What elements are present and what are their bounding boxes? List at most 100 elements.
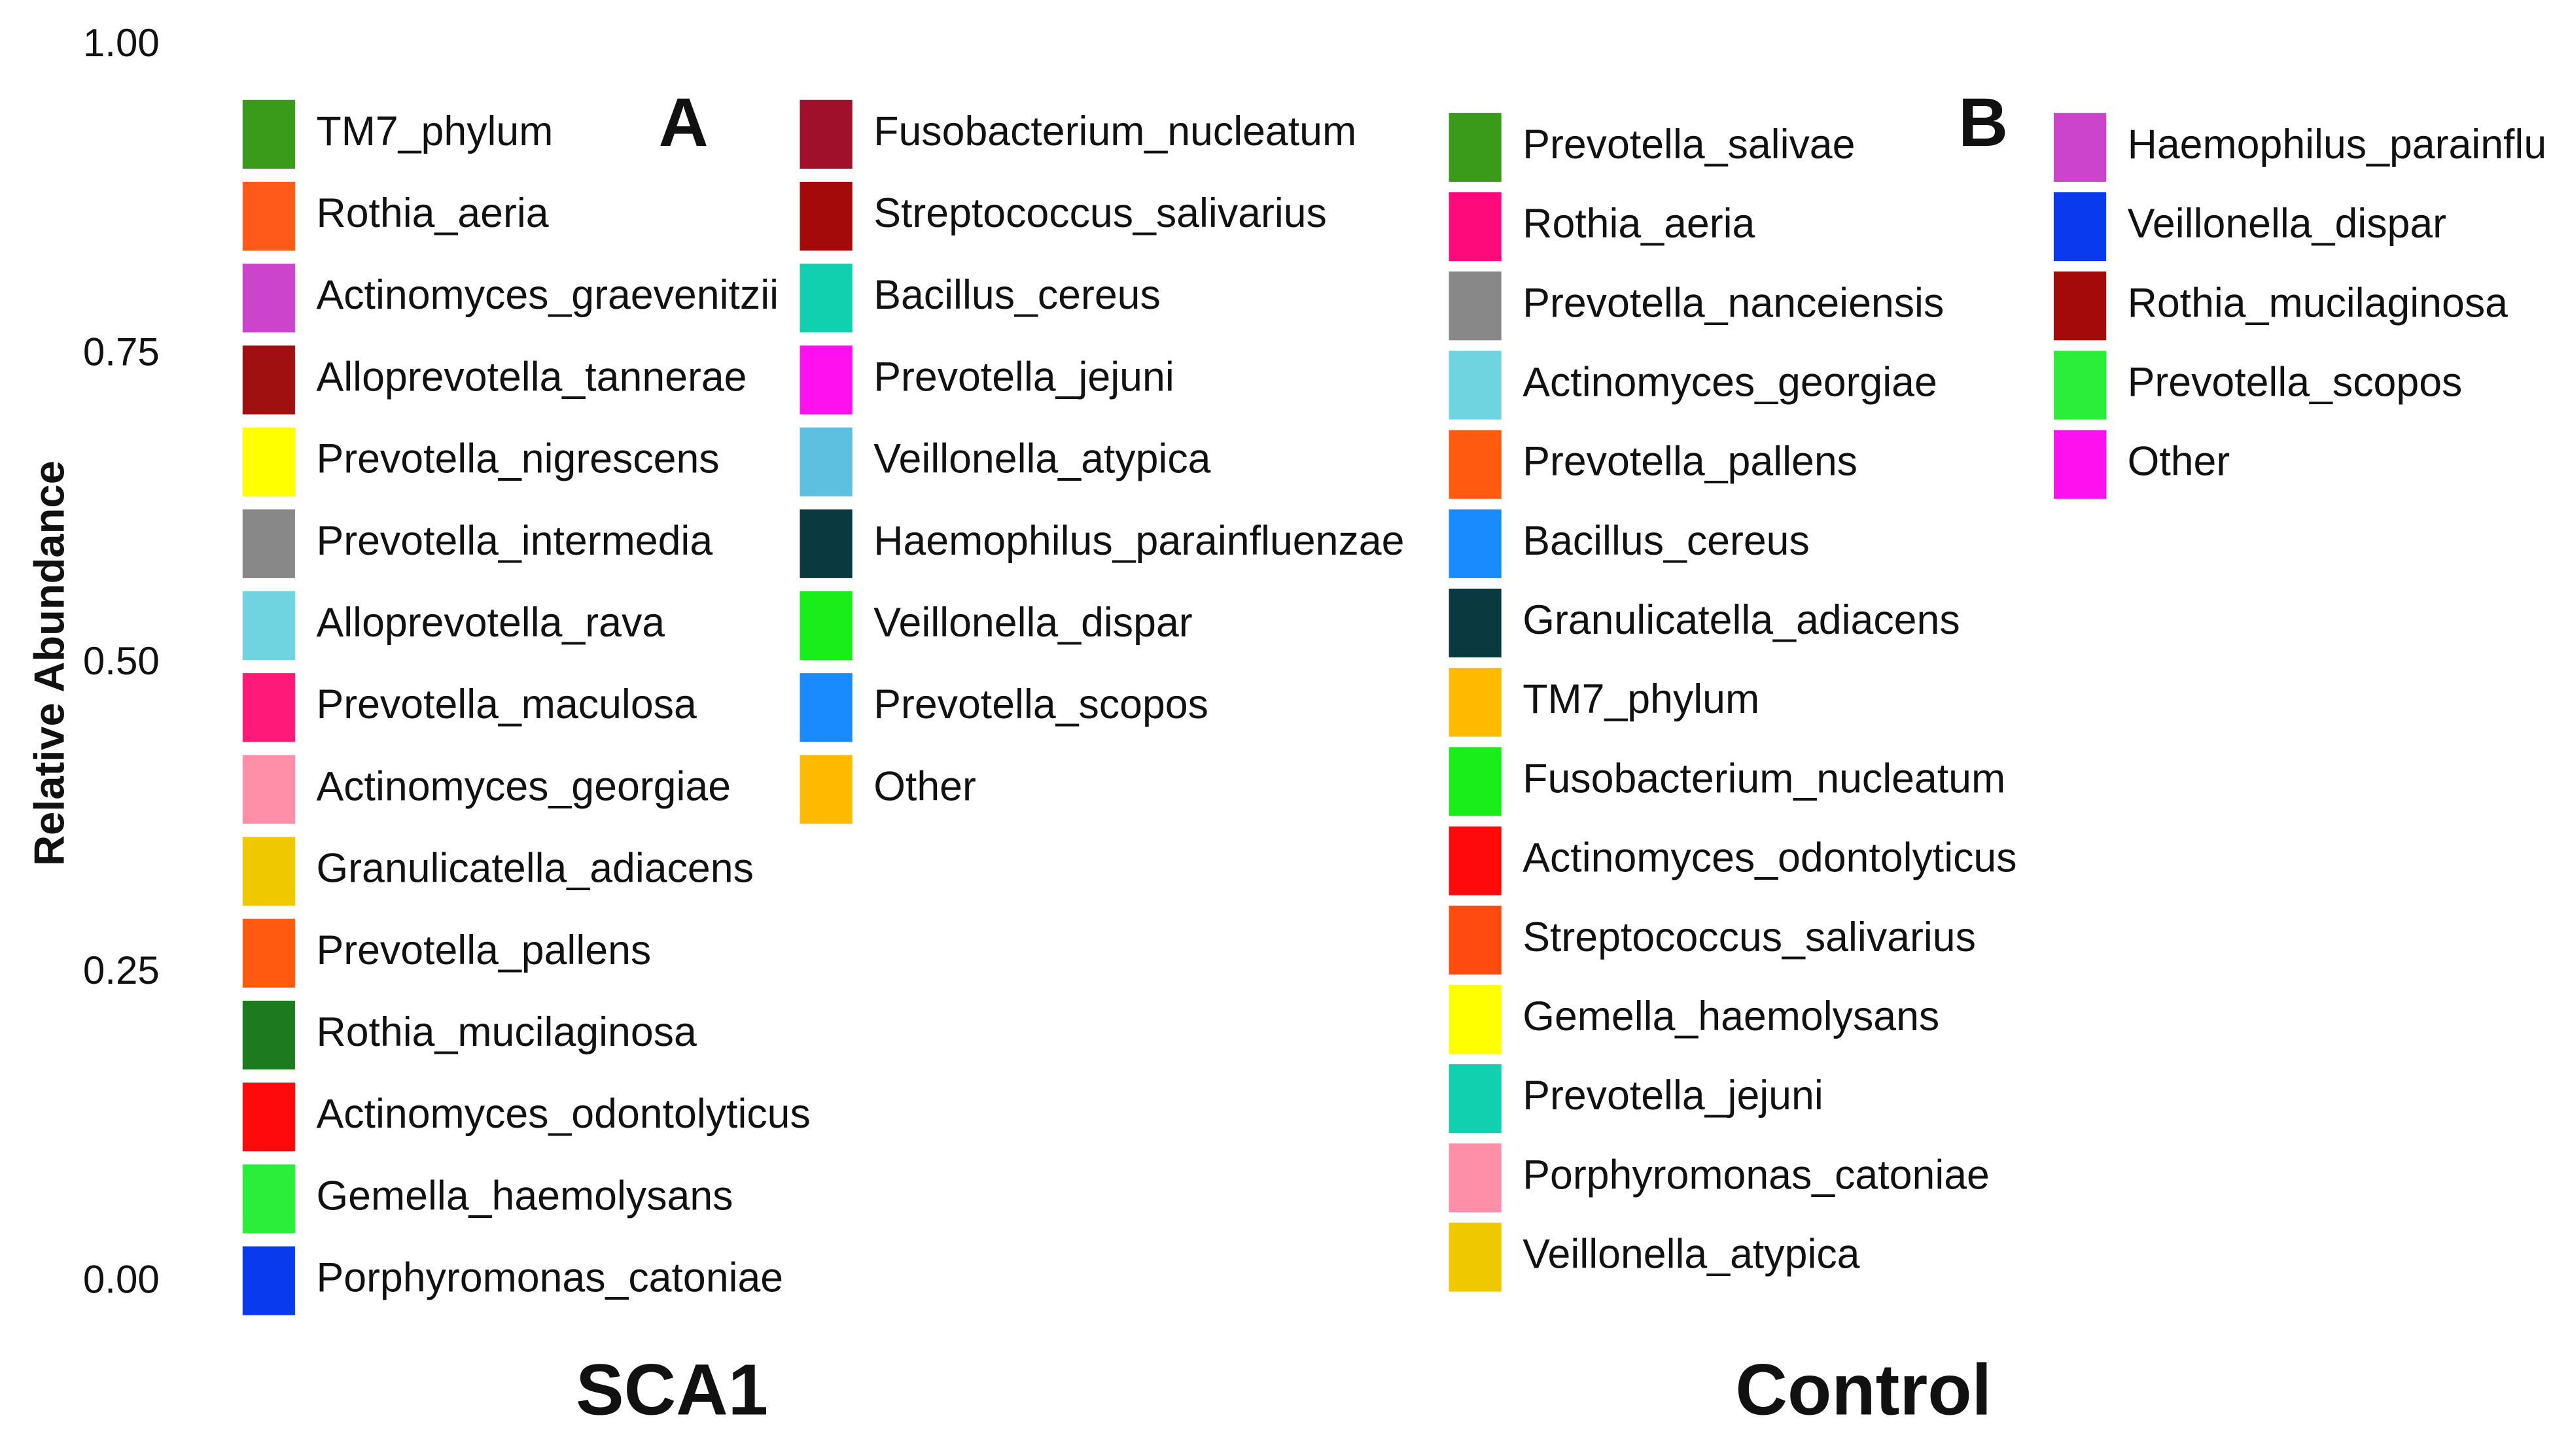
- legend-label: Prevotella_maculosa: [316, 682, 697, 727]
- y-axis-label: Relative Abundance: [25, 460, 73, 866]
- legend-label: Prevotella_jejuni: [1523, 1073, 1823, 1118]
- legend-label: Haemophilus_parainfluenzae: [873, 518, 1404, 564]
- legend-label: Actinomyces_georgiae: [1523, 359, 1937, 405]
- y-tick-label: 1.00: [83, 21, 160, 65]
- legend-swatch: [242, 181, 295, 251]
- legend-swatch: [1449, 826, 1502, 895]
- legend-label: Prevotella_pallens: [1523, 439, 1857, 485]
- legend-label: Gemella_haemolysans: [316, 1173, 733, 1219]
- legend-label: Actinomyces_georgiae: [316, 763, 731, 809]
- legend-swatch: [1449, 1064, 1502, 1134]
- y-tick-label: 0.00: [83, 1257, 160, 1301]
- y-tick-label: 0.75: [83, 330, 160, 374]
- legend-label: Streptococcus_salivarius: [873, 190, 1327, 236]
- legend-label: Prevotella_salivae: [1523, 122, 1855, 167]
- legend-swatch: [242, 1000, 295, 1070]
- legend-swatch: [242, 755, 295, 824]
- legend-swatch: [242, 1246, 295, 1315]
- legend-swatch: [1449, 905, 1502, 975]
- legend-label: Actinomyces_graevenitzii: [316, 272, 779, 318]
- legend-label: Veillonella_dispar: [2128, 201, 2446, 247]
- legend-label: Prevotella_scopos: [873, 682, 1208, 727]
- legend-swatch: [1449, 747, 1502, 816]
- legend-swatch: [2053, 271, 2107, 341]
- legend-swatch: [800, 591, 853, 661]
- legend-label: TM7_phylum: [316, 109, 553, 154]
- legend-label: Streptococcus_salivarius: [1523, 914, 1976, 960]
- legend-swatch: [1449, 271, 1502, 341]
- legend-swatch: [1449, 984, 1502, 1054]
- legend-swatch: [1449, 668, 1502, 737]
- legend-label: Gemella_haemolysans: [1523, 994, 1939, 1039]
- legend-swatch: [800, 673, 853, 742]
- legend-label: TM7_phylum: [1523, 676, 1759, 722]
- legend-label: Other: [2128, 439, 2230, 485]
- x-tick-label: SCA1: [576, 1349, 768, 1430]
- legend-label: Rothia_aeria: [316, 190, 548, 236]
- legend-swatch: [242, 591, 295, 661]
- legend-label: Granulicatella_adiacens: [316, 846, 753, 892]
- legend-label: Fusobacterium_nucleatum: [1523, 755, 2005, 801]
- legend-swatch: [242, 1083, 295, 1152]
- legend-label: Prevotella_scopos: [2128, 359, 2463, 405]
- legend-swatch: [800, 345, 853, 415]
- legend-swatch: [1449, 192, 1502, 262]
- legend-swatch: [800, 181, 853, 251]
- legend-swatch: [1449, 588, 1502, 658]
- legend-label: Veillonella_atypica: [1523, 1232, 1859, 1277]
- legend-label: Actinomyces_odontolyticus: [1523, 835, 2016, 881]
- legend-swatch: [1449, 509, 1502, 578]
- legend-swatch: [800, 99, 853, 169]
- legend-swatch: [1449, 351, 1502, 420]
- legend-label: Actinomyces_odontolyticus: [316, 1091, 810, 1137]
- legend-label: Fusobacterium_nucleatum: [873, 109, 1356, 154]
- legend-swatch: [800, 509, 853, 578]
- legend-label: Prevotella_nanceiensis: [1523, 280, 1944, 326]
- legend-label: Other: [873, 763, 976, 809]
- panel-label: A: [659, 84, 709, 161]
- legend-swatch: [2053, 113, 2107, 182]
- legend-label: Alloprevotella_tannerae: [316, 354, 747, 400]
- legend-swatch: [242, 264, 295, 333]
- legend-swatch: [1449, 430, 1502, 499]
- legend-label: Prevotella_nigrescens: [316, 436, 719, 482]
- legend-label: Prevotella_jejuni: [873, 354, 1174, 400]
- legend-label: Bacillus_cereus: [1523, 518, 1810, 564]
- legend-swatch: [1449, 1222, 1502, 1292]
- legend-label: Prevotella_pallens: [316, 927, 651, 973]
- legend-label: Granulicatella_adiacens: [1523, 597, 1960, 643]
- x-tick-label: Control: [1735, 1349, 1992, 1430]
- legend-label: Porphyromonas_catoniae: [316, 1255, 783, 1301]
- legend-label: Rothia_mucilaginosa: [316, 1009, 697, 1055]
- legend-label: Bacillus_cereus: [873, 272, 1161, 318]
- legend-label: Rothia_aeria: [1523, 201, 1755, 247]
- legend-label: Haemophilus_parainflu: [2128, 122, 2547, 167]
- legend-swatch: [242, 673, 295, 742]
- legend-swatch: [1449, 113, 1502, 182]
- legend-label: Prevotella_intermedia: [316, 518, 713, 564]
- legend-swatch: [242, 837, 295, 906]
- legend-swatch: [2053, 430, 2107, 499]
- legend-swatch: [242, 1164, 295, 1234]
- panel-label: B: [1958, 84, 2008, 161]
- legend-swatch: [1449, 1143, 1502, 1213]
- y-tick-label: 0.25: [83, 948, 160, 992]
- legend-swatch: [2053, 192, 2107, 262]
- legend-label: Alloprevotella_rava: [316, 600, 665, 646]
- legend-swatch: [242, 99, 295, 169]
- legend-label: Veillonella_atypica: [873, 436, 1210, 482]
- legend-swatch: [242, 509, 295, 578]
- legend-swatch: [242, 345, 295, 415]
- legend-swatch: [242, 918, 295, 988]
- legend-swatch: [800, 427, 853, 496]
- legend-label: Porphyromonas_catoniae: [1523, 1152, 1990, 1198]
- legend-swatch: [800, 264, 853, 333]
- legend-swatch: [2053, 351, 2107, 420]
- legend-swatch: [800, 755, 853, 824]
- y-tick-label: 0.50: [83, 639, 160, 683]
- legend-swatch: [242, 427, 295, 496]
- legend-label: Veillonella_dispar: [873, 600, 1192, 646]
- legend-label: Rothia_mucilaginosa: [2128, 280, 2508, 326]
